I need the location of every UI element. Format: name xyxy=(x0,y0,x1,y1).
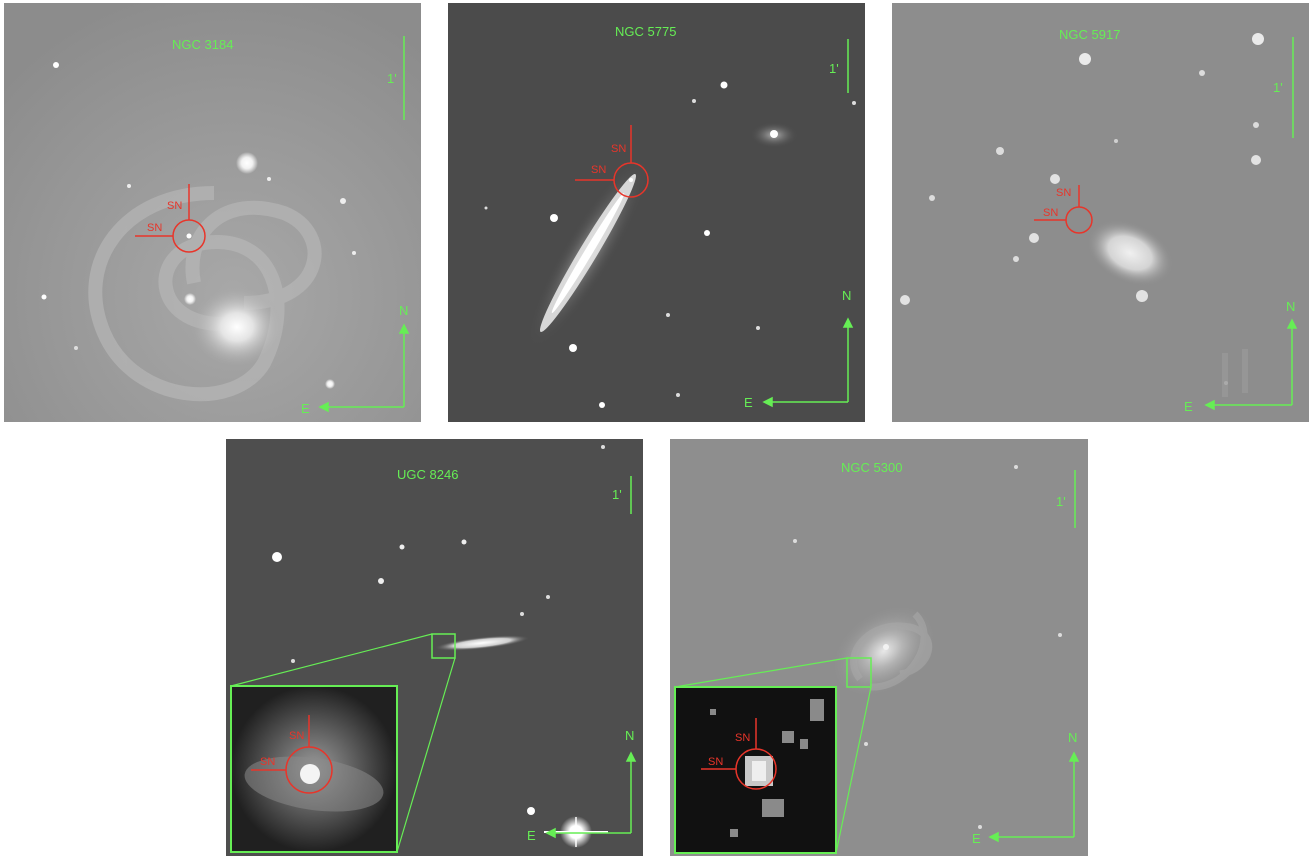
scale-label: 1' xyxy=(387,71,397,86)
galaxy-name: NGC 5775 xyxy=(615,24,676,39)
zoom-inset: SN SN xyxy=(230,685,398,853)
east-label: E xyxy=(972,831,981,846)
panel-ugc-8246: SN SN UGC 8246 1' N E xyxy=(226,439,643,856)
zoom-box xyxy=(431,633,456,659)
image-ngc-5775: SN SN NGC 5775 1' N E xyxy=(448,3,865,422)
panel-ngc-5300: SN SN NGC 5300 1' N E xyxy=(670,439,1088,856)
scale-label: 1' xyxy=(1273,80,1283,95)
sn-label: SN xyxy=(1056,187,1071,199)
sn-label: SN xyxy=(591,164,606,176)
compass-arrows xyxy=(545,751,637,839)
zoom-inset: SN SN xyxy=(674,686,837,854)
north-label: N xyxy=(399,303,408,318)
image-ngc-5300: SN SN NGC 5300 1' N E xyxy=(670,439,1088,856)
galaxy-name: UGC 8246 xyxy=(397,467,458,482)
compass-arrows xyxy=(318,323,410,413)
north-label: N xyxy=(625,728,634,743)
north-label: N xyxy=(842,288,851,303)
compass-arrows xyxy=(988,751,1080,843)
compass-arrows xyxy=(762,317,854,408)
sn-label: SN xyxy=(147,222,162,234)
east-label: E xyxy=(744,395,753,410)
panel-ngc-3184: SN SN NGC 3184 1' N E xyxy=(4,3,421,422)
image-ugc-8246: SN SN UGC 8246 1' N E xyxy=(226,439,643,856)
scale-label: 1' xyxy=(829,61,839,76)
sn-label: SN xyxy=(708,756,723,768)
sn-label: SN xyxy=(1043,207,1058,219)
sn-label: SN xyxy=(735,732,750,744)
image-ngc-3184: SN SN NGC 3184 1' N E xyxy=(4,3,421,422)
sn-label: SN xyxy=(611,143,626,155)
east-label: E xyxy=(527,828,536,843)
north-label: N xyxy=(1286,299,1295,314)
panel-ngc-5775: SN SN NGC 5775 1' N E xyxy=(448,3,865,422)
east-label: E xyxy=(301,401,310,416)
sn-label: SN xyxy=(260,756,275,768)
scale-label: 1' xyxy=(612,487,622,502)
compass-arrows xyxy=(1204,318,1298,411)
image-ngc-5917: SN SN NGC 5917 1' N E xyxy=(892,3,1309,422)
galaxy-name: NGC 5300 xyxy=(841,460,902,475)
sn-label: SN xyxy=(167,200,182,212)
north-label: N xyxy=(1068,730,1077,745)
zoom-box xyxy=(846,657,872,688)
sn-label: SN xyxy=(289,730,304,742)
galaxy-name: NGC 5917 xyxy=(1059,27,1120,42)
scale-label: 1' xyxy=(1056,494,1066,509)
galaxy-name: NGC 3184 xyxy=(172,37,233,52)
panel-ngc-5917: SN SN NGC 5917 1' N E xyxy=(892,3,1309,422)
east-label: E xyxy=(1184,399,1193,414)
